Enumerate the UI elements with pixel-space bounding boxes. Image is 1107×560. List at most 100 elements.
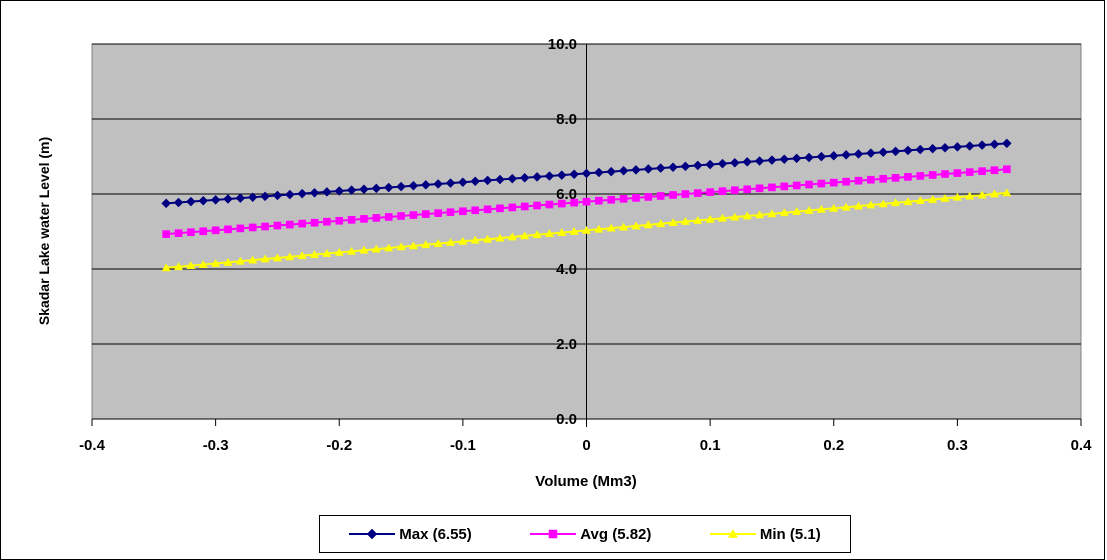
data-point bbox=[408, 180, 419, 191]
data-point bbox=[727, 529, 738, 538]
data-point bbox=[346, 185, 357, 195]
data-point bbox=[927, 143, 938, 154]
data-point bbox=[187, 228, 195, 237]
data-point bbox=[606, 166, 617, 177]
data-point bbox=[632, 194, 640, 202]
data-point bbox=[780, 182, 789, 191]
data-point bbox=[533, 201, 541, 210]
data-point bbox=[161, 198, 172, 209]
data-point bbox=[754, 156, 765, 166]
legend-swatch bbox=[349, 528, 396, 540]
data-point bbox=[631, 164, 641, 175]
data-point bbox=[915, 144, 926, 155]
legend: Max (6.55) Avg (5.82) Min (5.1) bbox=[319, 515, 851, 553]
y-axis-title: Skadar Lake water Level (m) bbox=[36, 137, 52, 325]
data-point bbox=[420, 179, 431, 190]
data-point bbox=[668, 162, 678, 173]
data-point bbox=[421, 210, 430, 218]
data-point bbox=[433, 179, 444, 189]
x-tick-label: 0.1 bbox=[700, 437, 721, 454]
data-point bbox=[952, 192, 962, 201]
data-point bbox=[322, 249, 332, 257]
data-point bbox=[285, 220, 294, 229]
data-point bbox=[582, 197, 591, 206]
data-point bbox=[767, 209, 777, 218]
data-point bbox=[569, 169, 579, 180]
data-point bbox=[977, 140, 987, 150]
data-point bbox=[680, 217, 690, 225]
data-point bbox=[347, 215, 356, 224]
data-point bbox=[731, 186, 739, 195]
data-point bbox=[186, 196, 196, 207]
data-point bbox=[804, 206, 814, 214]
data-point bbox=[310, 250, 320, 259]
data-point bbox=[384, 213, 393, 221]
data-point bbox=[434, 209, 442, 217]
data-point bbox=[482, 175, 493, 186]
data-point bbox=[1003, 165, 1011, 174]
data-point bbox=[507, 173, 518, 184]
data-point bbox=[717, 158, 728, 169]
data-point bbox=[223, 194, 233, 204]
x-tick-group: -0.4 -0.3 -0.2 -0.1 0 0.1 0.2 0.3 0.4 bbox=[79, 419, 1092, 454]
data-point bbox=[235, 256, 245, 265]
y-tick-label: 0.0 bbox=[556, 411, 577, 428]
data-point bbox=[730, 212, 740, 221]
x-tick-label: -0.1 bbox=[450, 437, 476, 454]
y-tick-label: 6.0 bbox=[556, 186, 577, 203]
data-point bbox=[273, 221, 282, 230]
data-point bbox=[655, 163, 666, 173]
legend-item: Max (6.55) bbox=[349, 526, 472, 543]
data-point bbox=[248, 255, 258, 264]
chart-svg: -0.4 -0.3 -0.2 -0.1 0 0.1 0.2 0.3 0.4 0.0 2.0 4.0 6… bbox=[36, 36, 1092, 490]
y-tick-label: 8.0 bbox=[556, 111, 577, 128]
data-point bbox=[173, 197, 184, 208]
data-point bbox=[828, 150, 839, 161]
data-point bbox=[322, 187, 332, 197]
data-point bbox=[297, 188, 308, 199]
data-point bbox=[272, 253, 282, 262]
data-point bbox=[989, 139, 1000, 150]
data-point bbox=[928, 194, 938, 203]
data-point bbox=[977, 190, 987, 199]
data-point bbox=[928, 171, 937, 179]
data-point bbox=[817, 179, 826, 188]
data-point bbox=[335, 216, 344, 225]
data-point bbox=[706, 188, 714, 196]
data-point bbox=[532, 230, 542, 239]
data-point bbox=[978, 167, 986, 175]
data-point bbox=[915, 196, 925, 204]
data-point bbox=[742, 211, 752, 220]
x-tick-label: -0.4 bbox=[79, 437, 106, 454]
data-point bbox=[161, 263, 171, 272]
data-point bbox=[459, 207, 467, 216]
data-point bbox=[693, 189, 702, 197]
data-point bbox=[371, 244, 381, 253]
x-tick-label: -0.3 bbox=[203, 437, 229, 454]
data-point bbox=[396, 181, 406, 192]
data-point bbox=[445, 178, 456, 188]
data-point bbox=[940, 142, 950, 153]
legend-label: Min (5.1) bbox=[759, 525, 821, 543]
data-point bbox=[705, 159, 715, 170]
y-tick-group: 0.0 2.0 4.0 6.0 8.0 10.0 bbox=[548, 36, 587, 428]
data-point bbox=[964, 141, 975, 151]
data-point bbox=[309, 187, 320, 198]
data-point bbox=[705, 214, 715, 223]
x-axis-title: Volume (Mm3) bbox=[535, 473, 636, 490]
legend-swatch bbox=[709, 529, 756, 538]
data-point bbox=[1001, 138, 1012, 149]
data-point bbox=[582, 225, 591, 234]
data-point bbox=[779, 154, 790, 165]
data-point bbox=[247, 192, 258, 203]
data-point bbox=[508, 203, 517, 212]
data-point bbox=[384, 243, 394, 252]
data-point bbox=[297, 251, 307, 260]
data-point bbox=[496, 204, 504, 213]
data-point bbox=[366, 528, 378, 540]
y-tick-label: 4.0 bbox=[556, 261, 577, 278]
data-point bbox=[223, 257, 233, 266]
data-point bbox=[952, 142, 963, 152]
y-tick-label: 10.0 bbox=[548, 36, 577, 53]
data-point bbox=[643, 164, 654, 174]
